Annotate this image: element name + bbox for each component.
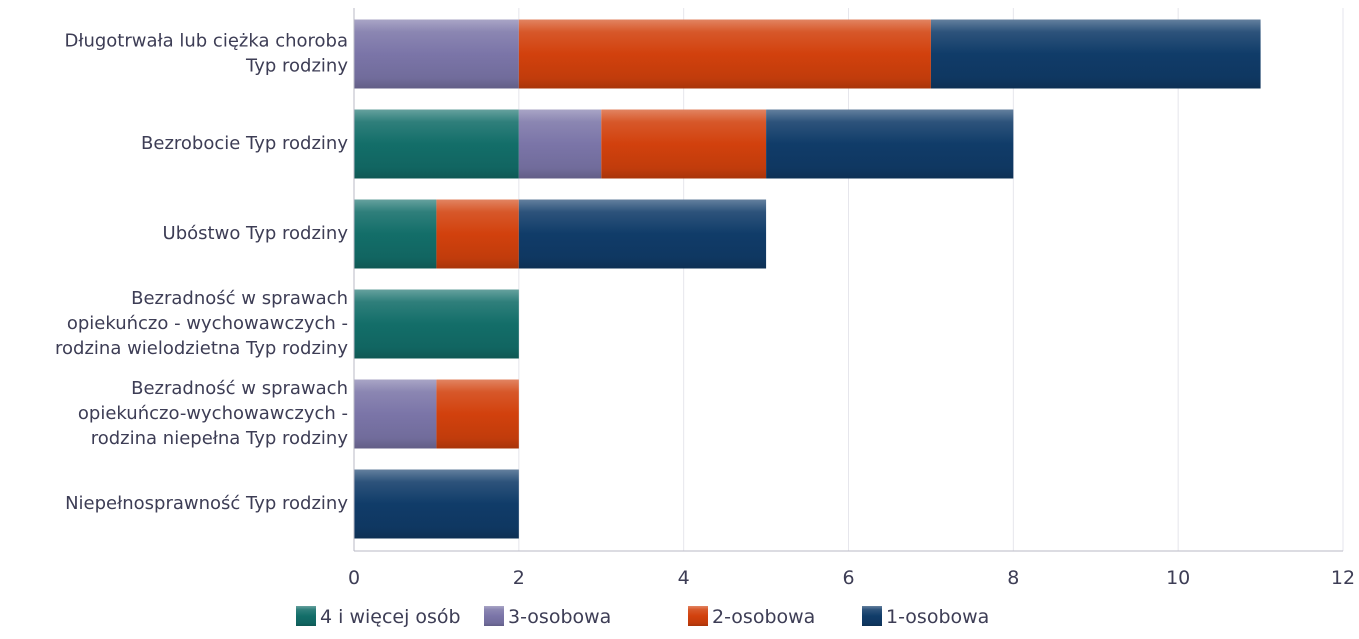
grid-lines (518, 8, 1344, 551)
bar-segment[interactable] (518, 199, 767, 269)
category-label: Bezrobocie Typ rodziny (141, 133, 348, 154)
axes (353, 8, 1343, 552)
x-tick-label: 8 (1007, 567, 1019, 589)
category-label: Niepełnosprawność Typ rodziny (65, 493, 348, 514)
bar-segment[interactable] (766, 109, 1014, 179)
x-tick-label: 6 (842, 567, 854, 589)
legend-label: 3-osobowa (508, 606, 611, 628)
category-labels: Długotrwała lub ciężka choroba Typ rodzin… (55, 31, 348, 515)
x-tick-label: 12 (1331, 567, 1355, 589)
bars (354, 19, 1261, 539)
category-label: Długotrwała lub ciężka choroba Typ rodzin… (64, 31, 348, 77)
bar-segment[interactable] (518, 19, 931, 89)
bar-segment[interactable] (436, 379, 519, 449)
legend-item[interactable]: 4 i więcej osób (296, 606, 461, 628)
x-tick-labels: 0 2 4 6 8 10 12 (348, 567, 1355, 589)
bar-segment[interactable] (436, 199, 519, 269)
x-tick-label: 0 (348, 567, 360, 589)
bar-segment[interactable] (354, 199, 437, 269)
legend-swatch (484, 606, 504, 626)
category-label: Bezradność w sprawach opiekuńczo-wychowaw… (78, 378, 348, 449)
legend-label: 1-osobowa (886, 606, 989, 628)
bar-segment[interactable] (354, 469, 519, 539)
bar-segment[interactable] (354, 19, 519, 89)
bar-segment[interactable] (518, 109, 602, 179)
legend-item[interactable]: 2-osobowa (688, 606, 815, 628)
bar-segment[interactable] (930, 19, 1261, 89)
legend-swatch (862, 606, 882, 626)
category-label: Bezradność w sprawach opiekuńczo - wychow… (55, 288, 348, 359)
bar-segment[interactable] (354, 289, 519, 359)
bar-segment[interactable] (354, 379, 437, 449)
legend[interactable]: 4 i więcej osób 3-osobowa 2-osobowa 1-osobo… (296, 606, 989, 628)
legend-label: 4 i więcej osób (320, 606, 461, 628)
x-tick-label: 10 (1166, 567, 1190, 589)
legend-label: 2-osobowa (712, 606, 815, 628)
legend-swatch (296, 606, 316, 626)
legend-item[interactable]: 3-osobowa (484, 606, 611, 628)
category-label: Ubóstwo Typ rodziny (163, 223, 349, 244)
x-tick-label: 4 (678, 567, 690, 589)
bar-segment[interactable] (601, 109, 767, 179)
x-tick-label: 2 (513, 567, 525, 589)
legend-item[interactable]: 1-osobowa (862, 606, 989, 628)
legend-swatch (688, 606, 708, 626)
bar-segment[interactable] (354, 109, 519, 179)
